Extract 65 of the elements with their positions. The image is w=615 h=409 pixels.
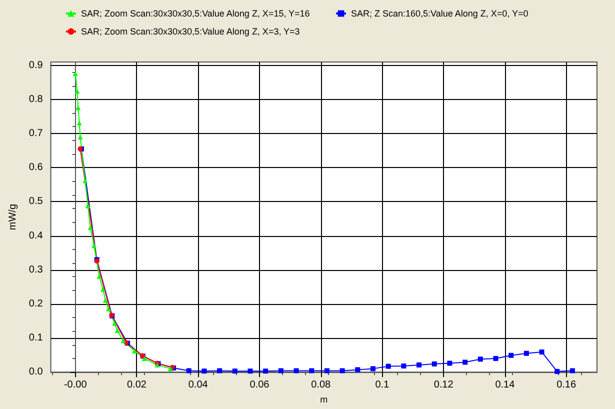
point: [370, 366, 376, 372]
point: [82, 178, 88, 184]
point: [232, 368, 238, 374]
point: [132, 348, 138, 354]
x-tick-label: -0.00: [64, 380, 88, 391]
legend-label: SAR; Z Scan:160,5:Value Along Z, X=0, Y=0: [351, 8, 528, 18]
x-tick-label: 0.08: [311, 380, 331, 391]
point: [340, 368, 345, 374]
point: [432, 361, 437, 366]
x-tick-label: 0.06: [250, 380, 270, 391]
y-tick-label: 0.3: [28, 264, 44, 276]
x-tick-label: 0.02: [126, 380, 147, 391]
y-tick-label: 0.2: [28, 298, 44, 310]
y-tick-label: 0.5: [28, 196, 44, 208]
point: [114, 328, 120, 334]
y-tick-label: 0.8: [28, 94, 44, 105]
point: [96, 274, 102, 279]
point: [263, 368, 268, 374]
point: [478, 356, 483, 362]
y-tick-label: 0.1: [28, 332, 44, 344]
point: [309, 368, 314, 374]
x-tick-label: 0.16: [556, 380, 576, 391]
point: [524, 350, 529, 356]
point: [120, 338, 126, 344]
point: [92, 243, 97, 248]
point: [102, 298, 108, 303]
point: [554, 368, 560, 374]
point: [186, 368, 192, 374]
x-tick-label: 0.1: [375, 380, 390, 391]
point: [217, 368, 222, 374]
point: [447, 360, 452, 366]
x-tick-label: 0.12: [434, 380, 454, 391]
x-axis-title: m: [320, 394, 328, 404]
point: [112, 320, 118, 326]
x-tick-label: 0.04: [188, 380, 208, 391]
y-axis-title: mW/g: [8, 204, 18, 230]
point: [294, 368, 299, 374]
point: [355, 367, 360, 372]
point: [100, 286, 106, 292]
point: [88, 225, 93, 230]
point: [401, 363, 406, 368]
point: [106, 306, 111, 312]
point: [76, 120, 82, 126]
y-tick-label: 0.0: [28, 366, 44, 378]
point: [508, 352, 514, 358]
y-tick-label: 0.6: [28, 162, 44, 174]
y-tick-label: 0.4: [28, 230, 44, 242]
point: [74, 88, 80, 94]
x-tick-label: 0.14: [495, 380, 516, 391]
point: [85, 203, 90, 208]
point: [570, 368, 575, 374]
legend-label: SAR; Zoom Scan:30x30x30,5:Value Along Z, X=3, Y=3: [81, 26, 300, 36]
point: [324, 368, 330, 374]
y-tick-label: 0.7: [28, 128, 44, 140]
point: [248, 368, 253, 374]
point: [539, 349, 544, 354]
point: [462, 360, 468, 365]
point: [278, 368, 284, 374]
legend-label: SAR; Zoom Scan:30x30x30,5:Value Along Z, X=15, Y=16: [81, 8, 310, 18]
point: [416, 362, 422, 368]
point: [493, 356, 498, 361]
point: [202, 368, 207, 374]
y-tick-label: 0.9: [28, 60, 44, 71]
point: [72, 71, 78, 76]
point: [386, 364, 391, 369]
